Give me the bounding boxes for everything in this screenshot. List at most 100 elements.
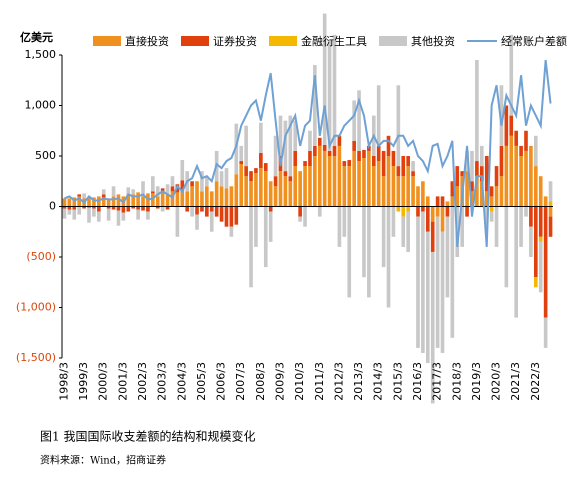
bar (141, 206, 145, 211)
bar (352, 150, 356, 207)
bar (489, 206, 494, 212)
bar (450, 196, 455, 207)
bar (386, 135, 391, 156)
bar (514, 145, 518, 207)
bar (239, 145, 244, 162)
bar (465, 206, 469, 217)
bar (543, 206, 548, 318)
bar (342, 166, 347, 207)
bar (337, 145, 342, 207)
bar (489, 196, 494, 207)
bar (229, 206, 234, 227)
bar (62, 206, 67, 209)
bar (406, 156, 410, 167)
bar (396, 176, 401, 207)
bar (131, 194, 136, 207)
bar (538, 236, 543, 242)
bar (538, 241, 543, 293)
bar (465, 171, 469, 207)
bar (529, 145, 533, 207)
bar (411, 176, 415, 207)
bar (533, 166, 538, 207)
bar (249, 171, 253, 182)
bar (195, 181, 199, 207)
bar (239, 164, 244, 207)
bar (421, 211, 425, 353)
bar (224, 206, 229, 227)
bar (155, 206, 160, 209)
bar (421, 206, 425, 212)
bar (460, 206, 464, 247)
bar (87, 206, 91, 208)
bar (214, 181, 219, 207)
bar (504, 105, 509, 146)
bar (254, 168, 258, 174)
bar (470, 150, 474, 182)
bar (406, 206, 410, 212)
bar (450, 181, 455, 197)
bar (479, 181, 484, 207)
bar (381, 206, 386, 268)
bar (77, 194, 82, 197)
bar (499, 176, 504, 207)
bar (224, 168, 229, 189)
bar (386, 156, 391, 207)
bar (499, 85, 504, 146)
x-tick-label: 2008/3 (254, 362, 267, 401)
x-tick-label: 2006/3 (215, 362, 228, 401)
bar (317, 145, 322, 207)
bar (165, 194, 170, 207)
bar (239, 161, 244, 165)
bar (524, 206, 528, 217)
bar (259, 152, 263, 169)
y-tick-label: 1,500 (25, 48, 57, 61)
bar (190, 181, 194, 187)
bar (313, 145, 317, 156)
bar (425, 231, 430, 364)
bar (475, 60, 479, 162)
source: 资料来源：Wind，招商证券 (40, 454, 166, 467)
bar (357, 150, 361, 162)
bar (185, 206, 190, 212)
x-tick-label: 2022/3 (529, 362, 542, 401)
bar (97, 196, 101, 207)
y-tick-label: (1,000) (16, 301, 56, 314)
bar (155, 196, 160, 207)
bar (367, 206, 371, 298)
bar (170, 176, 175, 187)
bar (548, 206, 553, 217)
bar (430, 251, 435, 404)
legend-label: 其他投资 (411, 34, 455, 48)
bar (337, 206, 342, 247)
bar (509, 135, 514, 207)
bar (67, 206, 72, 210)
x-tick-label: 2011/3 (313, 362, 326, 401)
bar (116, 210, 121, 226)
bar (322, 13, 327, 145)
x-tick-label: 1999/3 (77, 362, 90, 401)
bar (160, 206, 165, 212)
bar (82, 193, 86, 199)
bar (303, 166, 307, 207)
bar (455, 186, 460, 207)
bar (440, 231, 445, 353)
bar (77, 206, 82, 215)
bar (77, 196, 82, 207)
bar (82, 206, 86, 209)
bar (268, 211, 273, 242)
bar (165, 184, 170, 195)
bar (327, 39, 332, 151)
bar (259, 168, 263, 207)
bar (489, 211, 494, 222)
bar (303, 161, 307, 167)
bar (229, 186, 234, 207)
bar (514, 206, 518, 318)
bar (160, 191, 165, 207)
bar (543, 317, 548, 348)
bar (185, 191, 190, 207)
x-tick-label: 2016/3 (411, 362, 424, 401)
bar (278, 171, 283, 207)
bar (538, 176, 543, 207)
bar (342, 206, 347, 237)
bar (548, 181, 553, 202)
